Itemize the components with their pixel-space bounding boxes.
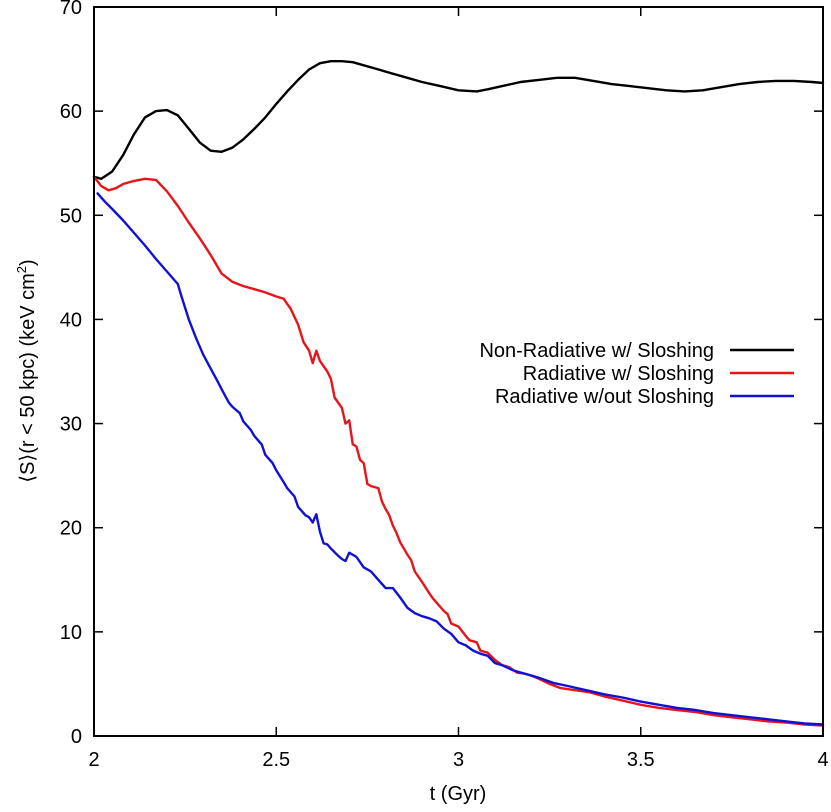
y-axis-label-close: ) [17,259,39,266]
y-axis-ticks: 0 10 20 30 40 50 60 70 [60,0,823,748]
y-tick-label: 30 [60,414,82,436]
x-tick-label: 3 [453,749,464,771]
y-tick-label: 10 [60,622,82,644]
x-tick-label: 3.5 [627,749,655,771]
series-line-1 [92,60,825,180]
series-line-2 [92,175,825,727]
x-axis-ticks: 2 2.5 3 3.5 4 [88,7,829,771]
y-tick-label: 40 [60,309,82,331]
series-line-3 [96,192,825,726]
y-axis-label-superscript: 2 [14,266,29,273]
y-axis-label-main: ⟨S⟩(r < 50 kpc) (keV cm [17,273,39,483]
y-tick-label: 20 [60,518,82,540]
x-tick-label: 4 [817,749,828,771]
y-tick-label: 70 [60,0,82,19]
series-layer [92,60,825,727]
x-axis-label: t (Gyr) [430,783,487,805]
legend-label: Non-Radiative w/ Sloshing [479,340,714,362]
x-tick-label: 2.5 [262,749,290,771]
legend-label: Radiative w/out Sloshing [495,386,714,408]
y-axis-label: ⟨S⟩(r < 50 kpc) (keV cm2) [14,259,39,482]
legend-label: Radiative w/ Sloshing [523,363,714,385]
y-tick-label: 0 [71,726,82,748]
y-tick-label: 50 [60,205,82,227]
x-tick-label: 2 [88,749,99,771]
y-tick-label: 60 [60,101,82,123]
